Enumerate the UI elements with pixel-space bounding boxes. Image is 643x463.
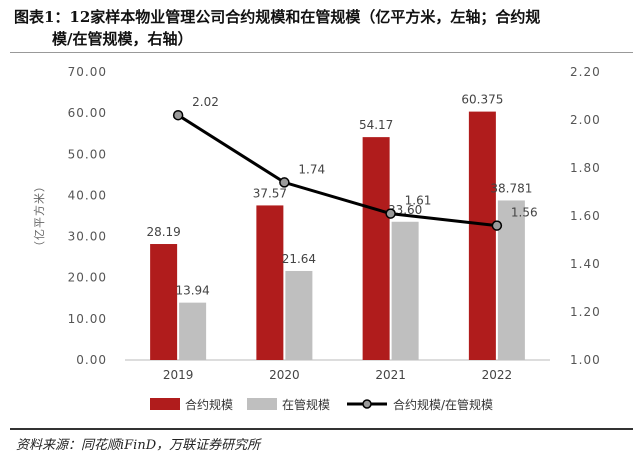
ratio-point (491, 220, 503, 231)
data-label-managed: 13.94 (175, 284, 209, 298)
y-axis-label: （亿平方米） (32, 180, 46, 252)
data-label-ratio: 1.61 (405, 194, 432, 208)
y-tick-label-right: 1.40 (570, 257, 601, 271)
ratio-point (279, 177, 290, 188)
y-tick-label-right: 1.00 (570, 353, 601, 367)
legend-label: 合约规模 (185, 397, 233, 412)
figure-title-line1: 图表1：12家样本物业管理公司合约规模和在管规模（亿平方米，左轴；合约规 (14, 8, 541, 26)
x-tick-label: 2022 (482, 368, 513, 382)
y-tick-label-left: 70.00 (68, 65, 107, 79)
y-tick-label-left: 30.00 (68, 230, 107, 244)
y-tick-label-left: 60.00 (68, 106, 107, 120)
legend-label: 合约规模/在管规模 (393, 397, 493, 412)
y-tick-label-left: 50.00 (68, 147, 107, 161)
legend-label: 在管规模 (282, 397, 330, 412)
data-label-contract: 54.17 (359, 118, 393, 132)
source-note: 资料来源：同花顺iFinD，万联证券研究所 (16, 438, 261, 453)
bar-contract-scale (150, 244, 178, 360)
figure-title: 图表1：12家样本物业管理公司合约规模和在管规模（亿平方米，左轴；合约规 模/在… (14, 6, 634, 50)
data-label-managed: 38.781 (490, 181, 532, 195)
bar-contract-scale (468, 111, 496, 360)
y-tick-label-right: 1.60 (570, 209, 601, 223)
y-tick-label-right: 1.80 (570, 161, 601, 175)
bar-managed-scale (179, 302, 207, 360)
y-tick-label-right: 2.20 (570, 65, 601, 79)
data-label-contract: 60.375 (461, 93, 503, 107)
bar-managed-scale (285, 270, 313, 360)
y-tick-label-left: 10.00 (68, 312, 107, 326)
y-tick-label-right: 2.00 (570, 113, 601, 127)
data-label-ratio: 1.56 (511, 206, 538, 220)
ratio-point (385, 208, 396, 219)
x-tick-label: 2019 (163, 368, 194, 382)
bar-managed-scale (391, 221, 419, 360)
y-tick-label-left: 0.00 (76, 353, 107, 367)
y-tick-label-left: 40.00 (68, 188, 107, 202)
x-tick-label: 2021 (375, 368, 406, 382)
data-label-ratio: 2.02 (192, 95, 219, 109)
y-tick-label-left: 20.00 (68, 271, 107, 285)
bar-contract-scale (256, 205, 284, 360)
data-label-contract: 37.57 (253, 186, 287, 200)
legend-swatch (150, 398, 180, 410)
data-label-contract: 28.19 (146, 225, 180, 239)
legend-marker (362, 399, 372, 409)
legend-swatch (247, 398, 277, 410)
x-tick-label: 2020 (269, 368, 300, 382)
title-divider (10, 52, 633, 53)
ratio-point (172, 109, 184, 121)
bar-contract-scale (362, 137, 390, 360)
data-label-ratio: 1.74 (298, 162, 325, 176)
y-tick-label-right: 1.20 (570, 305, 601, 319)
data-label-managed: 21.64 (282, 252, 316, 266)
source-divider (10, 428, 633, 430)
ratio-line (177, 113, 498, 228)
figure-title-line2: 模/在管规模，右轴） (52, 30, 193, 48)
bar-managed-scale (497, 200, 525, 360)
